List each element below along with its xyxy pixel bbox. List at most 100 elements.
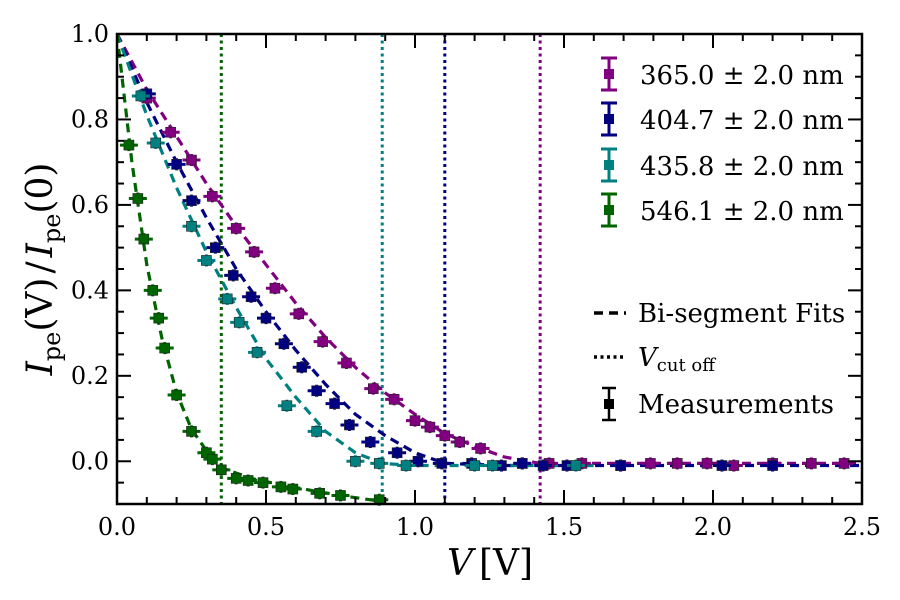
data-point bbox=[119, 139, 138, 152]
legend-label-measurements: Measurements bbox=[638, 390, 834, 420]
x-tick-label: 1.0 bbox=[396, 513, 434, 541]
plot-frame bbox=[115, 32, 864, 506]
legend-label-435: 435.8 ± 2.0 nm bbox=[640, 152, 844, 182]
data-point bbox=[230, 316, 249, 329]
data-point bbox=[203, 190, 222, 203]
data-point bbox=[197, 446, 216, 459]
data-point bbox=[313, 335, 332, 348]
legend-label-404: 404.7 ± 2.0 nm bbox=[640, 106, 844, 136]
x-axis-label-main: V bbox=[447, 543, 477, 584]
y-axis-label-main: I bbox=[20, 360, 61, 376]
legend-entry-cutoff: Vcut off bbox=[594, 343, 716, 376]
data-point bbox=[167, 389, 186, 402]
x-tick-label: 1.5 bbox=[545, 513, 583, 541]
y-tick-label: 0.0 bbox=[71, 447, 109, 475]
data-point bbox=[385, 393, 404, 406]
data-point bbox=[227, 472, 246, 485]
data-point bbox=[450, 436, 469, 449]
y-axis-label-sub: pe bbox=[38, 332, 66, 362]
measurement-points bbox=[119, 87, 854, 506]
y-axis-label-arg: (V) bbox=[20, 278, 61, 332]
data-point bbox=[182, 154, 201, 167]
data-point bbox=[534, 459, 553, 472]
data-point bbox=[763, 459, 782, 472]
data-point bbox=[397, 459, 416, 472]
data-point bbox=[292, 361, 311, 374]
legend-entry-435: 435.8 ± 2.0 nm bbox=[601, 147, 844, 183]
data-point bbox=[307, 425, 326, 438]
data-point bbox=[224, 269, 243, 282]
data-point bbox=[465, 459, 484, 472]
data-point bbox=[212, 463, 231, 476]
x-tick-label: 0.0 bbox=[98, 513, 136, 541]
legend-entry-546: 546.1 ± 2.0 nm bbox=[601, 192, 844, 228]
data-point bbox=[182, 220, 201, 233]
data-point bbox=[641, 457, 660, 470]
data-point bbox=[513, 457, 532, 470]
data-point bbox=[432, 457, 451, 470]
legend-entry-404: 404.7 ± 2.0 nm bbox=[601, 101, 844, 137]
y-tick-label: 0.2 bbox=[71, 362, 109, 390]
data-point bbox=[835, 457, 854, 470]
data-point bbox=[331, 489, 350, 502]
data-point bbox=[370, 457, 389, 470]
fit-curves bbox=[117, 34, 862, 504]
data-point bbox=[206, 241, 225, 254]
legend-entry-365: 365.0 ± 2.0 nm bbox=[601, 56, 844, 92]
data-point bbox=[155, 342, 174, 355]
fit-curve bbox=[117, 34, 386, 504]
legend-marker-404 bbox=[601, 101, 617, 137]
data-point bbox=[197, 254, 216, 267]
data-point bbox=[337, 357, 356, 369]
data-point bbox=[802, 457, 821, 470]
legend-errorbar-marker bbox=[602, 386, 616, 422]
data-point bbox=[277, 399, 296, 412]
y-tick-label: 1.0 bbox=[71, 20, 109, 48]
data-point bbox=[310, 487, 329, 500]
y-axis-label-sub2: pe bbox=[38, 214, 66, 244]
legend-label-546: 546.1 ± 2.0 nm bbox=[640, 197, 844, 227]
data-point bbox=[239, 474, 258, 487]
data-point bbox=[435, 429, 454, 442]
data-point bbox=[203, 453, 222, 466]
data-point bbox=[406, 414, 424, 427]
data-point bbox=[712, 459, 731, 472]
data-point bbox=[388, 446, 407, 459]
data-point bbox=[325, 397, 344, 410]
x-axis-label-unit: [V] bbox=[479, 543, 533, 584]
data-point bbox=[131, 89, 150, 102]
y-axis-label-sep: / bbox=[20, 261, 61, 274]
data-point bbox=[307, 384, 326, 397]
cutoff-lines bbox=[219, 34, 542, 504]
data-point bbox=[283, 483, 302, 496]
data-point bbox=[245, 245, 264, 258]
y-tick-label: 0.6 bbox=[71, 191, 109, 219]
data-point bbox=[271, 480, 290, 493]
data-point bbox=[134, 233, 153, 246]
data-point bbox=[265, 282, 284, 295]
x-axis-label: V [V] bbox=[447, 543, 533, 584]
data-point bbox=[408, 455, 427, 468]
data-point bbox=[167, 158, 186, 171]
data-point bbox=[420, 421, 439, 434]
legend: 365.0 ± 2.0 nm 404.7 ± 2.0 nm 435.8 ± 2.… bbox=[594, 56, 845, 422]
data-point bbox=[161, 126, 180, 139]
data-point bbox=[149, 312, 168, 325]
legend-label-cutoff: Vcut off bbox=[638, 343, 716, 376]
y-axis-label-main2: I bbox=[20, 242, 61, 258]
y-axis-label: Ipe(V)/Ipe(0) bbox=[20, 163, 66, 377]
fit-curve bbox=[117, 34, 862, 468]
data-point bbox=[364, 382, 383, 395]
legend-label-cutoff-sub: cut off bbox=[657, 355, 716, 376]
data-point bbox=[566, 459, 585, 472]
legend-marker-435 bbox=[601, 147, 617, 183]
data-point bbox=[611, 459, 630, 472]
data-point bbox=[274, 337, 293, 350]
data-point bbox=[340, 418, 359, 431]
legend-entry-measurements: Measurements bbox=[602, 386, 834, 422]
data-point bbox=[346, 455, 365, 468]
data-point bbox=[361, 436, 380, 449]
x-tick-label: 2.5 bbox=[843, 513, 881, 541]
y-tick-label: 0.4 bbox=[71, 276, 109, 304]
